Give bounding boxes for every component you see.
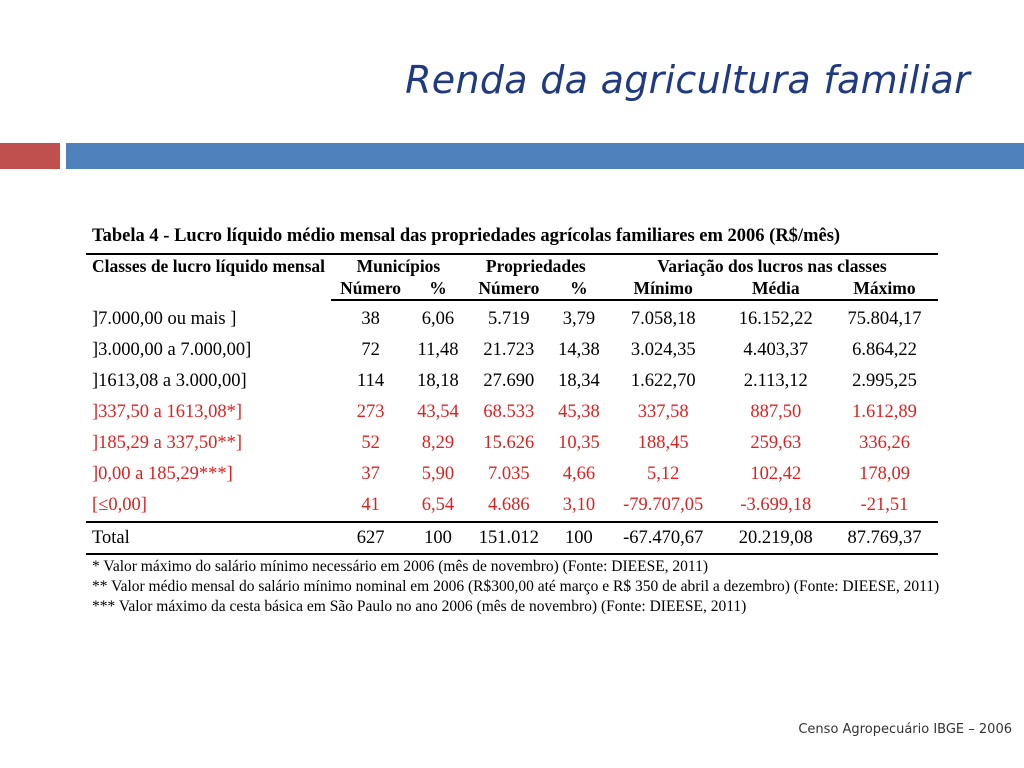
table-row: ]185,29 a 337,50**] 52 8,29 15.626 10,35… xyxy=(86,428,938,459)
cell-media: -3.699,18 xyxy=(740,495,812,515)
cell-classe: [≤0,00] xyxy=(92,495,147,515)
cell-prop-pct: 18,34 xyxy=(558,371,600,391)
header-propriedades: Propriedades xyxy=(465,253,606,277)
cell-media: 16.152,22 xyxy=(738,309,813,329)
cell-mun-pct: 6,06 xyxy=(421,309,455,329)
cell-max: 1.612,89 xyxy=(852,402,917,422)
subheader-mun-numero: Número xyxy=(331,277,411,301)
table-row: ]0,00 a 185,29***] 37 5,90 7.035 4,66 5,… xyxy=(86,459,938,490)
cell-mun-pct: 5,90 xyxy=(421,464,455,484)
cell-mun-num: 72 xyxy=(361,340,380,360)
cell-prop-num: 4.686 xyxy=(488,495,530,515)
cell-max: 6.864,22 xyxy=(852,340,917,360)
table-caption: Tabela 4 - Lucro líquido médio mensal da… xyxy=(92,226,841,246)
table-row: [≤0,00] 41 6,54 4.686 3,10 -79.707,05 -3… xyxy=(86,490,938,522)
cell-prop-num: 27.690 xyxy=(483,371,535,391)
income-table: Classes de lucro líquido mensal Municípi… xyxy=(86,253,938,555)
cell-max: -21,51 xyxy=(860,495,909,515)
cell-min: 337,58 xyxy=(637,402,689,422)
cell-prop-pct: 14,38 xyxy=(558,340,600,360)
cell-min: 188,45 xyxy=(637,433,689,453)
cell-max: 2.995,25 xyxy=(852,371,917,391)
accent-bar-red xyxy=(0,143,60,169)
cell-classe: ]0,00 a 185,29***] xyxy=(92,464,233,484)
cell-media: 2.113,12 xyxy=(743,371,808,391)
cell-media: 259,63 xyxy=(750,433,802,453)
cell-classe: Total xyxy=(86,521,332,555)
cell-min: 7.058,18 xyxy=(630,309,696,329)
cell-mun-pct: 8,29 xyxy=(421,433,455,453)
table-row: ]3.000,00 a 7.000,00] 72 11,48 21.723 14… xyxy=(86,335,938,366)
header-variacao: Variação dos lucros nas classes xyxy=(605,253,938,277)
cell-prop-num: 21.723 xyxy=(483,340,535,360)
cell-mun-num: 627 xyxy=(331,521,411,555)
cell-prop-pct: 3,79 xyxy=(562,309,596,329)
cell-min: -67.470,67 xyxy=(605,521,721,555)
table-row: ]1613,08 a 3.000,00] 114 18,18 27.690 18… xyxy=(86,366,938,397)
income-table-figure: Tabela 4 - Lucro líquido médio mensal da… xyxy=(86,226,942,617)
slide-title: Renda da agricultura familiar xyxy=(405,58,970,102)
cell-mun-pct: 11,48 xyxy=(417,340,459,360)
cell-media: 20.219,08 xyxy=(720,521,831,555)
header-classes: Classes de lucro líquido mensal xyxy=(86,253,332,300)
cell-min: 5,12 xyxy=(647,464,680,484)
cell-mun-num: 38 xyxy=(361,309,380,329)
cell-prop-pct: 100 xyxy=(551,521,606,555)
table-total-row: Total 627 100 151.012 100 -67.470,67 20.… xyxy=(86,521,938,555)
cell-classe: ]7.000,00 ou mais ] xyxy=(92,308,237,329)
cell-mun-pct: 18,18 xyxy=(417,371,459,391)
subheader-maximo: Máximo xyxy=(831,277,938,301)
source-footer: Censo Agropecuário IBGE – 2006 xyxy=(798,722,1012,737)
header-municipios: Municípios xyxy=(331,253,466,277)
subheader-prop-pct: % xyxy=(551,277,606,301)
cell-max: 178,09 xyxy=(859,464,910,484)
cell-prop-num: 15.626 xyxy=(483,433,535,453)
cell-media: 4.403,37 xyxy=(743,340,809,360)
subheader-minimo: Mínimo xyxy=(605,277,721,301)
cell-mun-num: 52 xyxy=(361,433,380,453)
cell-prop-num: 7.035 xyxy=(488,464,530,484)
cell-prop-num: 151.012 xyxy=(465,521,552,555)
cell-prop-pct: 3,10 xyxy=(562,495,596,515)
cell-classe: ]337,50 a 1613,08*] xyxy=(92,402,243,422)
cell-classe: ]1613,08 a 3.000,00] xyxy=(92,371,247,391)
cell-mun-pct: 43,54 xyxy=(417,402,459,422)
cell-mun-pct: 100 xyxy=(410,521,466,555)
accent-bar-blue xyxy=(66,143,1024,169)
cell-mun-num: 41 xyxy=(361,495,380,515)
cell-max: 87.769,37 xyxy=(831,521,938,555)
table-row: ]337,50 a 1613,08*] 273 43,54 68.533 45,… xyxy=(86,397,938,428)
cell-max: 75.804,17 xyxy=(847,309,922,329)
cell-min: -79.707,05 xyxy=(623,495,704,515)
note-3: *** Valor máximo da cesta básica em São … xyxy=(92,598,747,615)
table-row: ]7.000,00 ou mais ] 38 6,06 5.719 3,79 7… xyxy=(86,300,938,335)
subheader-prop-numero: Número xyxy=(465,277,552,301)
subheader-mun-pct: % xyxy=(410,277,466,301)
cell-prop-pct: 4,66 xyxy=(562,464,596,484)
cell-min: 1.622,70 xyxy=(630,371,696,391)
note-1: * Valor máximo do salário mínimo necessá… xyxy=(92,558,709,575)
cell-media: 887,50 xyxy=(750,402,802,422)
cell-min: 3.024,35 xyxy=(630,340,696,360)
cell-mun-pct: 6,54 xyxy=(421,495,455,515)
cell-mun-num: 37 xyxy=(361,464,380,484)
cell-mun-num: 273 xyxy=(356,402,385,422)
note-2: ** Valor médio mensal do salário mínimo … xyxy=(92,578,940,595)
cell-media: 102,42 xyxy=(750,464,802,484)
cell-prop-pct: 45,38 xyxy=(558,402,600,422)
cell-max: 336,26 xyxy=(859,433,910,453)
table-notes: * Valor máximo do salário mínimo necessá… xyxy=(92,557,942,617)
cell-classe: ]3.000,00 a 7.000,00] xyxy=(92,340,252,360)
cell-mun-num: 114 xyxy=(357,371,385,391)
cell-classe: ]185,29 a 337,50**] xyxy=(92,433,243,453)
cell-prop-pct: 10,35 xyxy=(558,433,600,453)
subheader-media: Média xyxy=(720,277,831,301)
cell-prop-num: 5.719 xyxy=(488,309,530,329)
cell-prop-num: 68.533 xyxy=(483,402,535,422)
